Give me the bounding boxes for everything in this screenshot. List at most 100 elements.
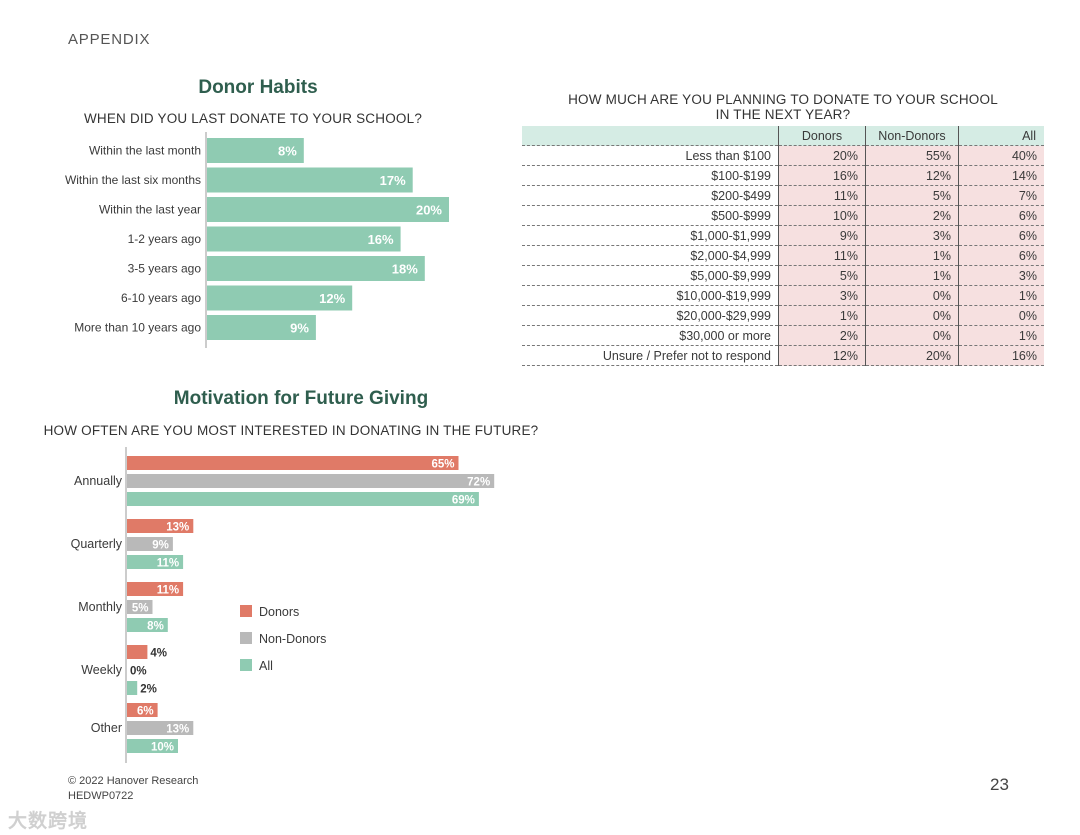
table-title-line1: HOW MUCH ARE YOU PLANNING TO DONATE TO Y…	[568, 92, 998, 107]
bar-donors	[127, 582, 184, 596]
row-label: $5,000-$9,999	[522, 265, 779, 286]
bar-donors	[127, 456, 459, 470]
table-row: $5,000-$9,999 5% 1% 3%	[522, 265, 1044, 286]
bar-all	[127, 739, 178, 753]
cell-donors: 3%	[778, 285, 866, 306]
bar	[207, 226, 401, 252]
category-label: Weekly	[81, 663, 123, 677]
cell-donors: 16%	[778, 165, 866, 186]
row-label: $30,000 or more	[522, 325, 779, 346]
bar-value-label: 4%	[150, 648, 167, 660]
cell-all: 1%	[958, 285, 1044, 306]
cell-donors: 9%	[778, 225, 866, 246]
header-non-donors: Non-Donors	[865, 126, 959, 146]
bar-value-label: 16%	[368, 232, 394, 247]
cell-non-donors: 3%	[865, 225, 959, 246]
row-label: $500-$999	[522, 205, 779, 226]
header-all: All	[958, 126, 1044, 146]
legend-label: All	[259, 659, 273, 673]
bar-all	[127, 681, 138, 695]
section-label: APPENDIX	[68, 31, 151, 48]
category-label: Annually	[74, 474, 123, 488]
bar-value-label: 6%	[137, 706, 154, 718]
donation-plan-table: Donors Non-Donors All Less than $100 20% 5…	[522, 126, 1044, 366]
bar-value-label: 11%	[157, 558, 179, 570]
cell-all: 6%	[958, 245, 1044, 266]
bar-donors	[127, 645, 148, 659]
category-label: 3-5 years ago	[128, 262, 202, 276]
legend-label: Non-Donors	[259, 632, 326, 646]
table-header-row: Donors Non-Donors All	[522, 126, 1044, 146]
cell-all: 14%	[958, 165, 1044, 186]
bar-value-label: 12%	[319, 291, 345, 306]
bar-value-label: 10%	[151, 742, 174, 754]
motivation-subtitle: HOW OFTEN ARE YOU MOST INTERESTED IN DON…	[43, 423, 539, 438]
table-row: $20,000-$29,999 1% 0% 0%	[522, 305, 1044, 326]
cell-non-donors: 5%	[865, 185, 959, 206]
row-label: $20,000-$29,999	[522, 305, 779, 326]
legend-swatch	[240, 605, 252, 617]
bar-non-donors	[127, 600, 153, 614]
cell-all: 3%	[958, 265, 1044, 286]
bar	[207, 197, 449, 222]
bar-all	[127, 555, 184, 569]
bar	[207, 315, 316, 340]
bar-non-donors	[127, 721, 194, 735]
category-label: More than 10 years ago	[74, 321, 201, 335]
bar-non-donors	[127, 474, 495, 488]
bar-value-label: 8%	[278, 144, 297, 159]
table-row: $200-$499 11% 5% 7%	[522, 185, 1044, 206]
bar-value-label: 17%	[380, 173, 406, 188]
cell-donors: 1%	[778, 305, 866, 326]
bar-value-label: 13%	[166, 522, 189, 534]
page-number: 23	[990, 775, 1009, 794]
bar-value-label: 18%	[392, 262, 418, 277]
bar-value-label: 69%	[452, 495, 475, 507]
cell-non-donors: 0%	[865, 325, 959, 346]
cell-non-donors: 1%	[865, 245, 959, 266]
footer-copyright: © 2022 Hanover Research	[68, 775, 199, 787]
cell-non-donors: 0%	[865, 285, 959, 306]
cell-donors: 5%	[778, 265, 866, 286]
cell-non-donors: 0%	[865, 305, 959, 326]
cell-donors: 2%	[778, 325, 866, 346]
table-title-line2: IN THE NEXT YEAR?	[715, 107, 851, 122]
row-label: $10,000-$19,999	[522, 285, 779, 306]
cell-donors: 12%	[778, 345, 866, 366]
bar-value-label: 20%	[416, 203, 442, 218]
table-row: $1,000-$1,999 9% 3% 6%	[522, 225, 1044, 246]
category-label: Within the last month	[89, 144, 201, 158]
bar-donors	[127, 519, 194, 533]
bar-value-label: 2%	[140, 684, 157, 696]
table-row: $100-$199 16% 12% 14%	[522, 165, 1044, 186]
legend-label: Donors	[259, 605, 299, 619]
cell-non-donors: 2%	[865, 205, 959, 226]
category-label: Within the last six months	[65, 173, 201, 187]
category-label: Other	[91, 721, 122, 735]
category-label: Quarterly	[71, 537, 123, 551]
cell-donors: 20%	[778, 145, 866, 166]
bar-donors	[127, 703, 158, 717]
cell-non-donors: 55%	[865, 145, 959, 166]
bar-all	[127, 492, 479, 506]
cell-non-donors: 1%	[865, 265, 959, 286]
cell-all: 0%	[958, 305, 1044, 326]
bar-all	[127, 618, 168, 632]
row-label: Less than $100	[522, 145, 779, 166]
cell-all: 6%	[958, 205, 1044, 226]
row-label: $2,000-$4,999	[522, 245, 779, 266]
category-label: Monthly	[78, 600, 123, 614]
cell-donors: 10%	[778, 205, 866, 226]
category-label: 1-2 years ago	[128, 232, 202, 246]
bar	[207, 138, 304, 163]
table-row: Unsure / Prefer not to respond 12% 20% 16%	[522, 345, 1044, 366]
cell-all: 40%	[958, 145, 1044, 166]
bar-value-label: 65%	[431, 459, 454, 471]
category-label: Within the last year	[99, 203, 201, 217]
row-label: $1,000-$1,999	[522, 225, 779, 246]
cell-all: 16%	[958, 345, 1044, 366]
row-label: $100-$199	[522, 165, 779, 186]
bar	[207, 167, 413, 193]
bar	[207, 256, 425, 281]
bar-value-label: 11%	[157, 585, 179, 597]
